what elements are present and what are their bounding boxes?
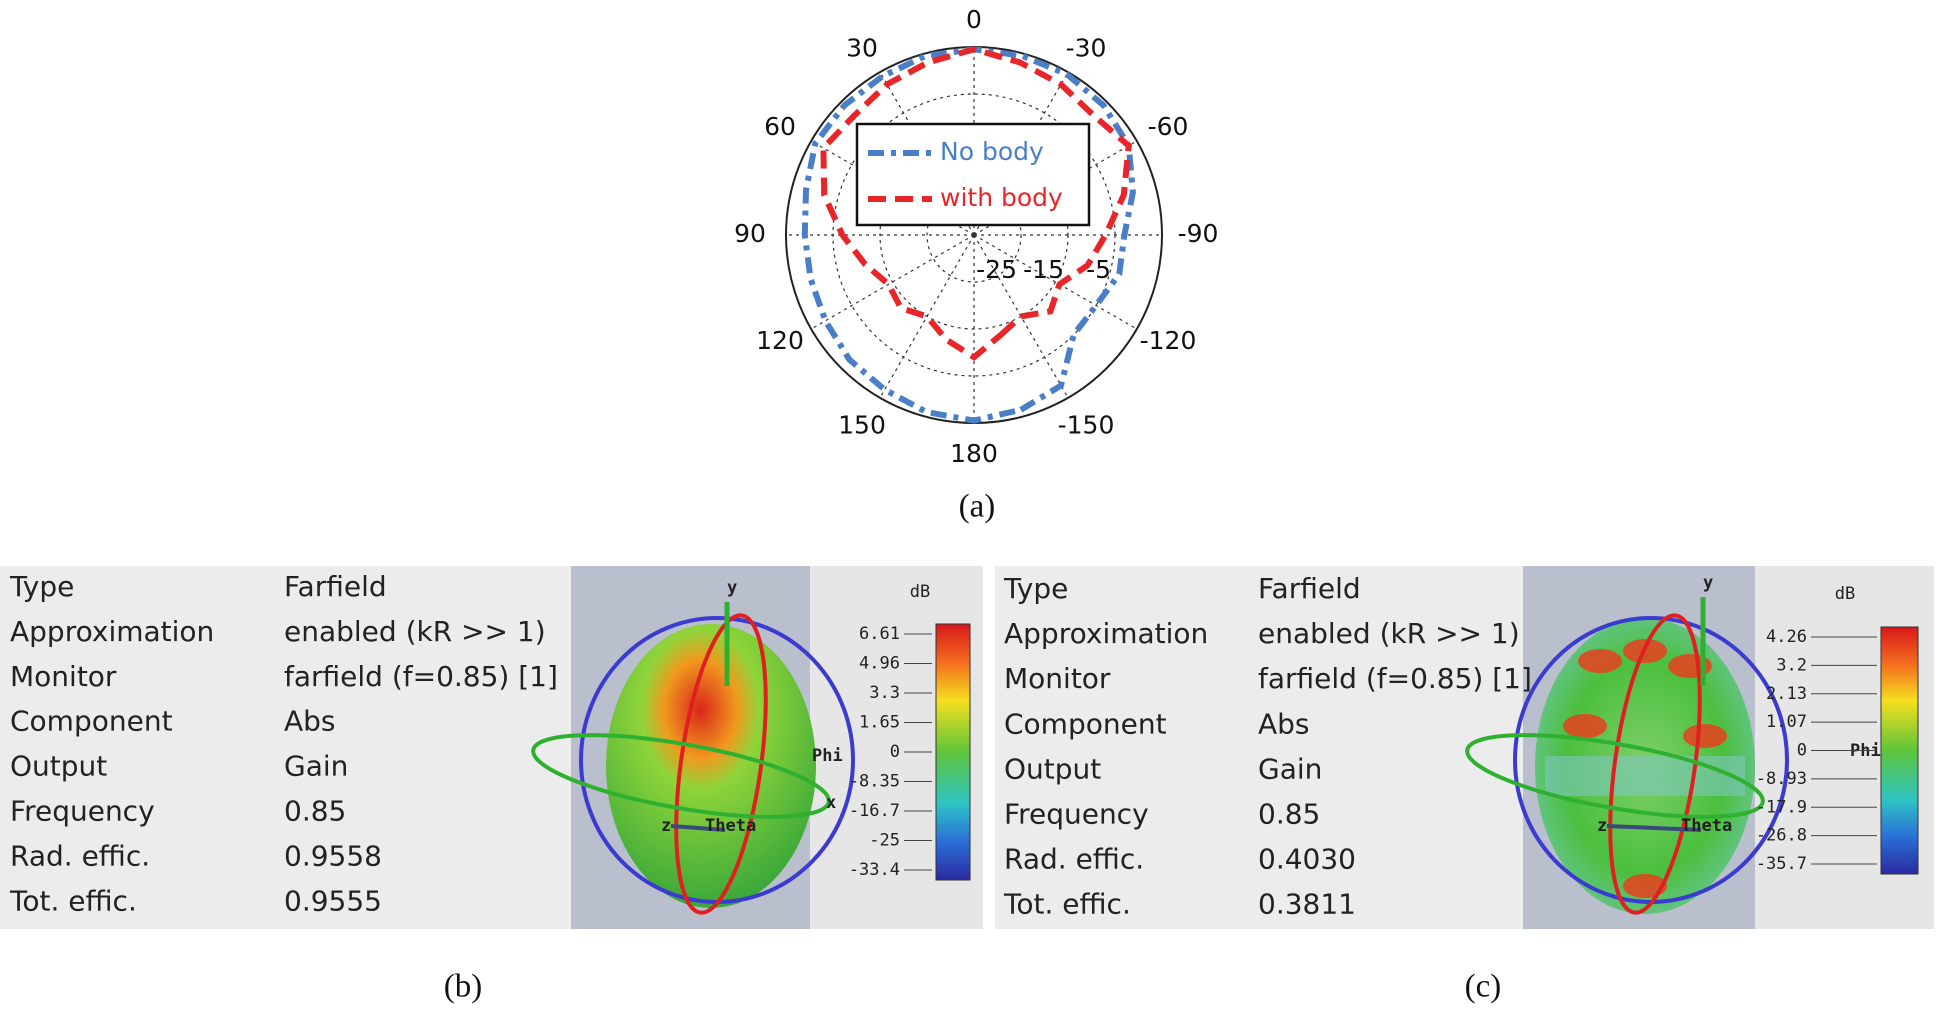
colorbar-label: -17.9 bbox=[1756, 797, 1807, 817]
colorbar-label: 4.26 bbox=[1766, 627, 1807, 647]
property-key: Component bbox=[1004, 707, 1167, 740]
property-key: Tot. effic. bbox=[1003, 888, 1131, 921]
theta-tick-label: -30 bbox=[1066, 34, 1107, 63]
property-value: Farfield bbox=[284, 570, 387, 603]
theta-tick-label: -120 bbox=[1140, 326, 1197, 355]
property-value: 0.85 bbox=[1258, 798, 1320, 831]
property-key: Type bbox=[9, 570, 74, 603]
property-key: Monitor bbox=[1004, 662, 1111, 695]
colorbar-label: -25 bbox=[869, 831, 900, 851]
axis-label: Theta bbox=[705, 816, 756, 836]
hot-spot bbox=[1563, 714, 1607, 738]
theta-tick-label: 180 bbox=[950, 439, 998, 468]
property-key: Tot. effic. bbox=[9, 884, 137, 917]
colorbar-label: -33.4 bbox=[849, 860, 900, 880]
property-key: Rad. effic. bbox=[1004, 843, 1144, 876]
axis-arrow bbox=[670, 824, 726, 832]
hot-spot bbox=[1578, 649, 1622, 673]
colorbar-label: 6.61 bbox=[859, 624, 900, 644]
blob bbox=[606, 624, 816, 908]
legend-box bbox=[855, 122, 1091, 227]
colorbar-label: -8.93 bbox=[1756, 769, 1807, 789]
property-key: Frequency bbox=[10, 795, 155, 828]
property-value: Abs bbox=[1258, 707, 1310, 740]
caption: (c) bbox=[1465, 969, 1502, 1005]
property-key: Output bbox=[1004, 752, 1101, 785]
axis-label: Theta bbox=[1681, 816, 1732, 836]
property-key: Rad. effic. bbox=[10, 839, 150, 872]
caption: (a) bbox=[959, 489, 996, 525]
axis-label: z bbox=[1597, 816, 1607, 836]
colorbar-label: 0 bbox=[890, 742, 900, 762]
colorbar-label: 2.13 bbox=[1766, 684, 1807, 704]
colorbar-label: 1.65 bbox=[859, 713, 900, 733]
colorbar-label: -26.8 bbox=[1756, 826, 1807, 846]
theta-tick-label: 60 bbox=[764, 112, 796, 141]
theta-tick-label: -60 bbox=[1148, 112, 1189, 141]
cool-band bbox=[1545, 756, 1745, 796]
property-value: enabled (kR >> 1) bbox=[1258, 617, 1520, 650]
theta-tick-label: 0 bbox=[966, 5, 982, 34]
theta-tick-label: 90 bbox=[734, 219, 766, 248]
series-line bbox=[820, 46, 1132, 361]
grid-circle bbox=[926, 187, 1022, 283]
property-value: 0.9555 bbox=[284, 884, 382, 917]
theta-tick-label: 150 bbox=[838, 410, 886, 439]
r-tick-label: -15 bbox=[1023, 255, 1064, 284]
colorbar-label: -35.7 bbox=[1756, 854, 1807, 874]
colorbar-label: 4.96 bbox=[859, 654, 900, 674]
ring-green bbox=[531, 733, 831, 819]
axis-label: y bbox=[727, 578, 737, 598]
colorbar bbox=[935, 623, 971, 881]
legend-label: with body bbox=[940, 183, 1063, 212]
hot-spot bbox=[1683, 724, 1727, 748]
colorbar-label: 1.07 bbox=[1766, 712, 1807, 732]
colorbar-label: 3.3 bbox=[869, 683, 900, 703]
property-value: enabled (kR >> 1) bbox=[284, 615, 546, 648]
property-value: 0.9558 bbox=[284, 839, 382, 872]
property-value: Gain bbox=[284, 750, 348, 783]
caption: (b) bbox=[444, 969, 482, 1005]
colorbar-unit: dB bbox=[910, 582, 930, 602]
axis-label: z bbox=[661, 816, 671, 836]
property-key: Output bbox=[10, 750, 107, 783]
colorbar-label: 0 bbox=[1797, 741, 1807, 761]
colorbar-unit: dB bbox=[1835, 584, 1855, 604]
property-key: Approximation bbox=[1004, 617, 1208, 650]
property-value: Gain bbox=[1258, 752, 1322, 785]
ring-red bbox=[1608, 613, 1702, 915]
theta-tick-label: 120 bbox=[756, 326, 804, 355]
axis-arrow bbox=[1606, 824, 1702, 832]
property-value: 0.4030 bbox=[1258, 843, 1356, 876]
property-value: farfield (f=0.85) [1] bbox=[1258, 662, 1532, 695]
ring-green bbox=[1465, 733, 1765, 819]
colorbar-label: 3.2 bbox=[1776, 655, 1807, 675]
colorbar-label: -16.7 bbox=[849, 801, 900, 821]
property-key: Frequency bbox=[1004, 798, 1149, 831]
property-value: farfield (f=0.85) [1] bbox=[284, 660, 558, 693]
hot-spot bbox=[1623, 874, 1667, 898]
legend-label: No body bbox=[940, 137, 1044, 166]
property-key: Approximation bbox=[10, 615, 214, 648]
colorbar bbox=[1880, 626, 1919, 875]
property-key: Component bbox=[10, 705, 173, 738]
colorbar-label: -8.35 bbox=[849, 772, 900, 792]
property-value: 0.85 bbox=[284, 795, 346, 828]
grid-circle bbox=[832, 93, 1116, 377]
theta-tick-label: -150 bbox=[1058, 410, 1115, 439]
ring-red bbox=[674, 613, 768, 915]
theta-tick-label: 30 bbox=[846, 34, 878, 63]
theta-tick-label: -90 bbox=[1178, 219, 1219, 248]
axis-label: x bbox=[826, 793, 836, 813]
axis-label: y bbox=[1703, 573, 1713, 593]
series-line bbox=[801, 46, 1136, 424]
property-value: Farfield bbox=[1258, 572, 1361, 605]
property-key: Type bbox=[1003, 572, 1068, 605]
axis-label: Phi bbox=[812, 746, 843, 766]
property-value: Abs bbox=[284, 705, 336, 738]
r-tick-label: -25 bbox=[976, 255, 1017, 284]
property-key: Monitor bbox=[10, 660, 117, 693]
property-value: 0.3811 bbox=[1258, 888, 1356, 921]
